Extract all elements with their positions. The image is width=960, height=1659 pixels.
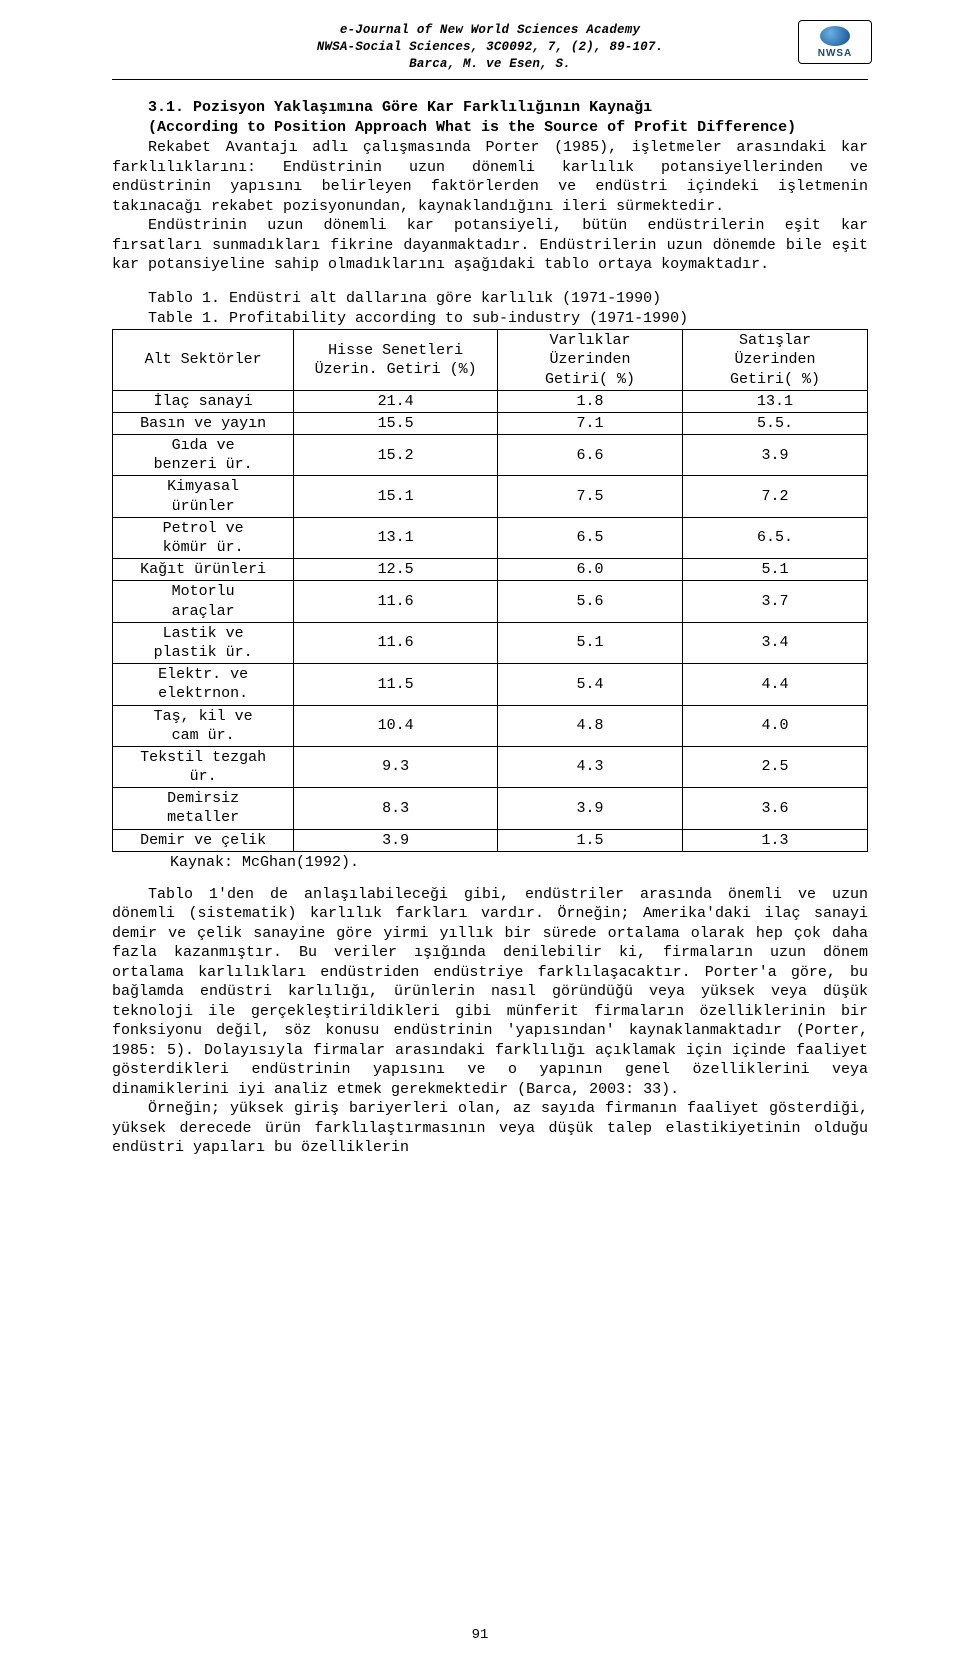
value-cell: 8.3	[294, 788, 498, 829]
sector-cell: Demirsizmetaller	[113, 788, 294, 829]
value-cell: 4.0	[683, 705, 868, 746]
table-col-3: SatışlarÜzerindenGetiri( %)	[683, 330, 868, 391]
sector-cell: Taş, kil vecam ür.	[113, 705, 294, 746]
header-rule	[112, 79, 868, 80]
value-cell: 13.1	[683, 390, 868, 412]
table-row: Gıda vebenzeri ür.15.26.63.9	[113, 435, 868, 476]
table-row: Kağıt ürünleri12.56.05.1	[113, 559, 868, 581]
value-cell: 7.5	[498, 476, 683, 517]
value-cell: 1.5	[498, 829, 683, 851]
value-cell: 4.3	[498, 746, 683, 787]
table-row: İlaç sanayi21.41.813.1	[113, 390, 868, 412]
running-header: NWSA e-Journal of New World Sciences Aca…	[112, 22, 868, 73]
section-heading: 3.1. Pozisyon Yaklaşımına Göre Kar Farkl…	[148, 98, 868, 118]
page: NWSA e-Journal of New World Sciences Aca…	[0, 0, 960, 1659]
value-cell: 1.3	[683, 829, 868, 851]
value-cell: 4.8	[498, 705, 683, 746]
table-col-0: Alt Sektörler	[113, 330, 294, 391]
value-cell: 1.8	[498, 390, 683, 412]
paragraph-1: Rekabet Avantajı adlı çalışmasında Porte…	[112, 138, 868, 216]
value-cell: 11.6	[294, 622, 498, 663]
paragraph-3: Tablo 1'den de anlaşılabileceği gibi, en…	[112, 885, 868, 1100]
value-cell: 21.4	[294, 390, 498, 412]
value-cell: 12.5	[294, 559, 498, 581]
value-cell: 3.9	[294, 829, 498, 851]
value-cell: 3.7	[683, 581, 868, 622]
value-cell: 5.4	[498, 664, 683, 705]
value-cell: 4.4	[683, 664, 868, 705]
table-row: Demir ve çelik3.91.51.3	[113, 829, 868, 851]
value-cell: 3.4	[683, 622, 868, 663]
header-line-2: NWSA-Social Sciences, 3C0092, 7, (2), 89…	[112, 39, 868, 56]
table-row: Lastik veplastik ür.11.65.13.4	[113, 622, 868, 663]
sector-cell: Petrol vekömür ür.	[113, 517, 294, 558]
value-cell: 7.1	[498, 412, 683, 434]
journal-logo: NWSA	[798, 20, 872, 64]
sector-cell: Lastik veplastik ür.	[113, 622, 294, 663]
value-cell: 3.6	[683, 788, 868, 829]
sector-cell: Kağıt ürünleri	[113, 559, 294, 581]
paragraph-2: Endüstrinin uzun dönemli kar potansiyeli…	[112, 216, 868, 275]
value-cell: 15.1	[294, 476, 498, 517]
sector-cell: Elektr. veelektrnon.	[113, 664, 294, 705]
value-cell: 15.2	[294, 435, 498, 476]
globe-icon	[820, 26, 850, 46]
sector-cell: Gıda vebenzeri ür.	[113, 435, 294, 476]
logo-text: NWSA	[818, 48, 853, 59]
sector-cell: Basın ve yayın	[113, 412, 294, 434]
table-row: Elektr. veelektrnon.11.55.44.4	[113, 664, 868, 705]
value-cell: 11.6	[294, 581, 498, 622]
value-cell: 2.5	[683, 746, 868, 787]
table-row: Petrol vekömür ür.13.16.56.5.	[113, 517, 868, 558]
value-cell: 5.1	[683, 559, 868, 581]
table-col-1: Hisse SenetleriÜzerin. Getiri (%)	[294, 330, 498, 391]
table-row: Kimyasalürünler15.17.57.2	[113, 476, 868, 517]
sector-cell: Demir ve çelik	[113, 829, 294, 851]
value-cell: 11.5	[294, 664, 498, 705]
value-cell: 5.1	[498, 622, 683, 663]
table-row: Taş, kil vecam ür.10.44.84.0	[113, 705, 868, 746]
section-subheading: (According to Position Approach What is …	[148, 118, 868, 138]
value-cell: 6.6	[498, 435, 683, 476]
value-cell: 5.5.	[683, 412, 868, 434]
page-number: 91	[0, 1627, 960, 1643]
sector-cell: Motorluaraçlar	[113, 581, 294, 622]
sector-cell: Tekstil tezgahür.	[113, 746, 294, 787]
table-row: Tekstil tezgahür.9.34.32.5	[113, 746, 868, 787]
profitability-table: Alt SektörlerHisse SenetleriÜzerin. Geti…	[112, 329, 868, 852]
value-cell: 9.3	[294, 746, 498, 787]
value-cell: 7.2	[683, 476, 868, 517]
table-caption-en: Table 1. Profitability according to sub-…	[148, 309, 868, 329]
table-caption-tr: Tablo 1. Endüstri alt dallarına göre kar…	[148, 289, 868, 309]
value-cell: 15.5	[294, 412, 498, 434]
table-col-2: VarlıklarÜzerindenGetiri( %)	[498, 330, 683, 391]
header-line-1: e-Journal of New World Sciences Academy	[112, 22, 868, 39]
paragraph-4: Örneğin; yüksek giriş bariyerleri olan, …	[112, 1099, 868, 1158]
value-cell: 6.5	[498, 517, 683, 558]
table-row: Basın ve yayın15.57.15.5.	[113, 412, 868, 434]
value-cell: 3.9	[683, 435, 868, 476]
sector-cell: İlaç sanayi	[113, 390, 294, 412]
table-row: Demirsizmetaller8.33.93.6	[113, 788, 868, 829]
table-row: Motorluaraçlar11.65.63.7	[113, 581, 868, 622]
table-source: Kaynak: McGhan(1992).	[170, 854, 868, 871]
value-cell: 10.4	[294, 705, 498, 746]
value-cell: 3.9	[498, 788, 683, 829]
header-line-3: Barca, M. ve Esen, S.	[112, 56, 868, 73]
value-cell: 6.0	[498, 559, 683, 581]
value-cell: 5.6	[498, 581, 683, 622]
sector-cell: Kimyasalürünler	[113, 476, 294, 517]
table-header-row: Alt SektörlerHisse SenetleriÜzerin. Geti…	[113, 330, 868, 391]
value-cell: 13.1	[294, 517, 498, 558]
value-cell: 6.5.	[683, 517, 868, 558]
